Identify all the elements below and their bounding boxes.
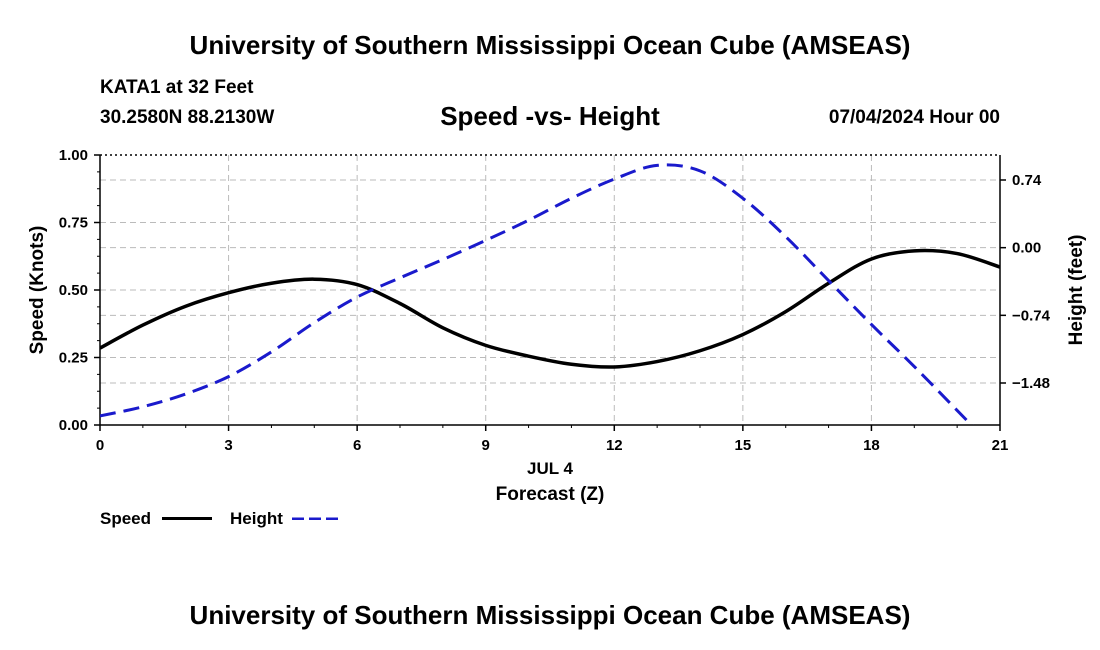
y2-tick-label: −1.48 bbox=[1012, 375, 1050, 392]
station-label: KATA1 at 32 Feet bbox=[100, 77, 254, 98]
x-tick-label: 12 bbox=[606, 437, 623, 454]
x-axis-date-label: JUL 4 bbox=[527, 459, 574, 478]
x-tick-label: 3 bbox=[224, 437, 232, 454]
y2-axis-title: Height (feet) bbox=[1066, 235, 1087, 346]
legend-speed-label: Speed bbox=[100, 509, 152, 528]
y-tick-label: 0.25 bbox=[59, 350, 88, 367]
forecast-date: 07/04/2024 Hour 00 bbox=[828, 107, 1000, 128]
axes-layer: 0 3 6 9 12 15 18 21 0.00 0.25 0.50 0.75 1.00 0.74 0.00… bbox=[59, 147, 1051, 454]
x-tick-label: 21 bbox=[992, 437, 1009, 454]
footer-title: University of Southern Mississippi Ocean… bbox=[189, 600, 911, 630]
y-axis-title: Speed (Knots) bbox=[27, 226, 48, 355]
speed-series-line bbox=[100, 248, 1000, 369]
y-tick-label: 0.50 bbox=[59, 282, 88, 299]
height-series-line bbox=[100, 163, 974, 425]
y2-tick-label: 0.00 bbox=[1012, 240, 1041, 257]
y2-tick-label: 0.74 bbox=[1012, 172, 1042, 189]
x-axis-title: Forecast (Z) bbox=[496, 484, 605, 505]
x-tick-label: 0 bbox=[96, 437, 104, 454]
station-coordinates: 30.2580N 88.2130W bbox=[100, 107, 275, 128]
y-tick-label: 0.75 bbox=[59, 215, 88, 232]
chart-title: University of Southern Mississippi Ocean… bbox=[189, 30, 911, 60]
legend-height-label: Height bbox=[230, 509, 283, 528]
grid-layer bbox=[100, 155, 1000, 425]
series-layer bbox=[100, 163, 1000, 425]
speed-height-chart: 0 3 6 9 12 15 18 21 0.00 0.25 0.50 0.75 1.00 0.74 0.00… bbox=[27, 147, 1087, 520]
x-tick-label: 9 bbox=[482, 437, 490, 454]
x-tick-label: 6 bbox=[353, 437, 361, 454]
chart-subtitle: Speed -vs- Height bbox=[440, 101, 660, 131]
y-tick-label: 0.00 bbox=[59, 417, 88, 434]
y2-tick-label: −0.74 bbox=[1012, 307, 1051, 324]
x-tick-label: 15 bbox=[735, 437, 752, 454]
y-tick-label: 1.00 bbox=[59, 147, 88, 164]
x-tick-label: 18 bbox=[863, 437, 880, 454]
